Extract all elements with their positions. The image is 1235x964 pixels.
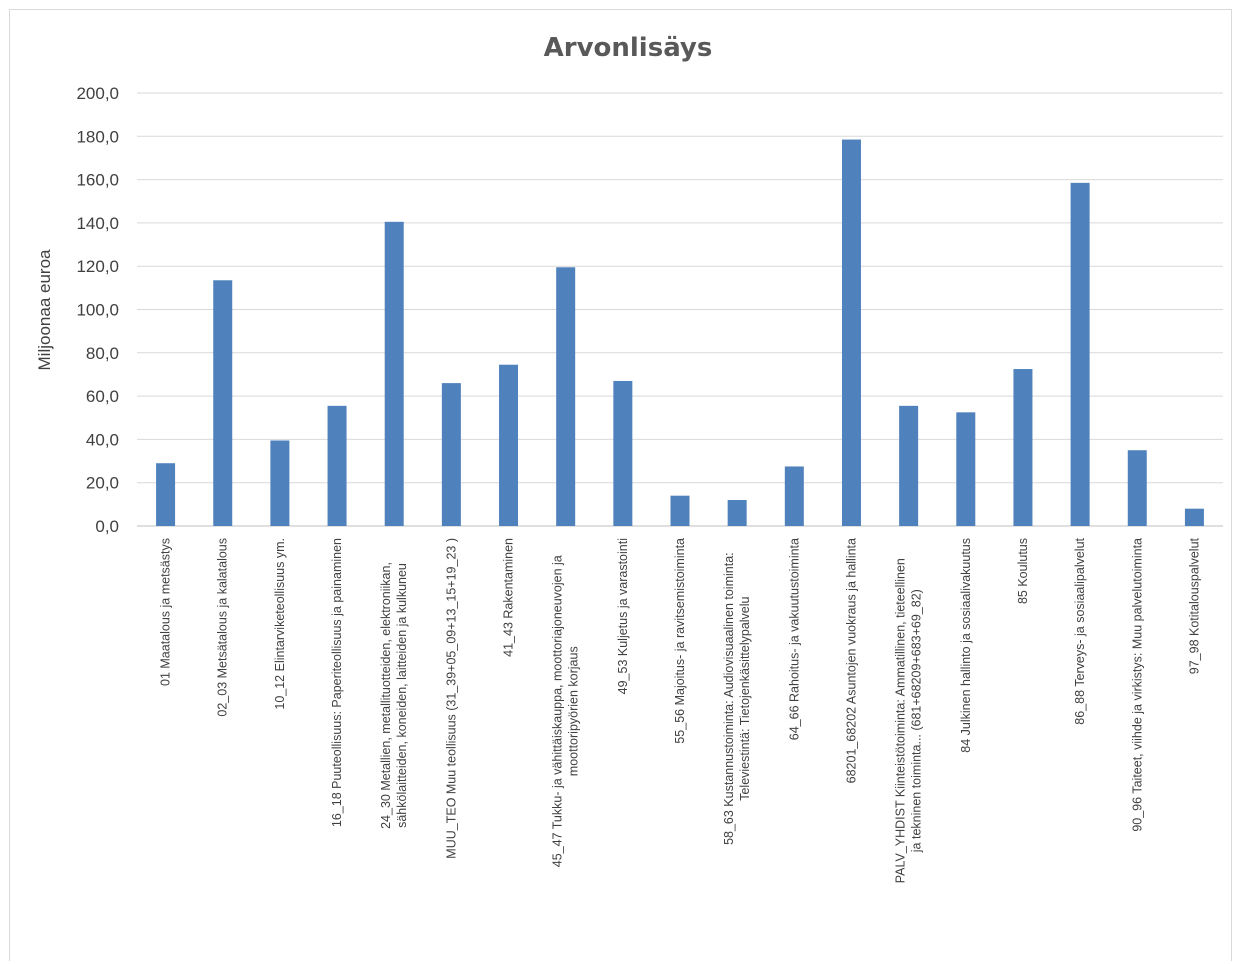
y-tick-label: 120,0 — [76, 257, 119, 276]
y-tick-label: 40,0 — [86, 430, 119, 449]
y-tick-label: 140,0 — [76, 214, 119, 233]
bar — [1127, 450, 1147, 526]
y-tick-label: 60,0 — [86, 387, 119, 406]
x-tick-label: 97_98 Kotitalouspalvelut — [1187, 537, 1201, 674]
y-tick-label: 160,0 — [76, 171, 119, 190]
x-tick-label-line: Televiestintä: Tietojenkäsittelypalvelu — [738, 596, 752, 800]
x-tick-label: 68201_68202 Asuntojen vuokraus ja hallin… — [844, 538, 858, 783]
x-tick-label-line: 84 Julkinen hallinto ja sosiaalivakuutus — [959, 538, 973, 753]
x-tick-label-line: 45_47 Tukku- ja vähittäiskauppa, moottor… — [551, 555, 565, 867]
x-tick-label-line: 41_43 Rakentaminen — [502, 538, 516, 657]
x-tick-label-line: 55_56 Majoitus- ja ravitsemistoiminta — [673, 538, 687, 744]
x-tick-label: 55_56 Majoitus- ja ravitsemistoiminta — [673, 538, 687, 744]
x-tick-label: 58_63 Kustannustoiminta: Audiovisuaaline… — [722, 552, 752, 845]
x-tick-label-line: 85 Koulutus — [1016, 538, 1030, 604]
x-tick-label: 84 Julkinen hallinto ja sosiaalivakuutus — [959, 538, 973, 753]
x-tick-label-line: moottoripyörien korjaus — [567, 646, 581, 776]
bar — [556, 267, 576, 526]
x-tick-label-line: sähkölaitteiden, koneiden, laitteiden ja… — [395, 563, 409, 828]
x-tick-label-line: 02_03 Metsätalous ja kalatalous — [216, 538, 230, 717]
x-tick-label: 85 Koulutus — [1016, 538, 1030, 604]
bar — [1013, 369, 1033, 526]
bar — [156, 463, 176, 526]
x-tick-label-line: 16_18 Puuteollisuus: Paperiteollisuus ja… — [330, 538, 344, 827]
bar — [441, 383, 461, 526]
x-tick-label: 02_03 Metsätalous ja kalatalous — [216, 538, 230, 717]
x-tick-label: 10_12 Elintarviketeollisuus ym. — [273, 538, 287, 710]
bar — [956, 412, 976, 526]
x-tick-label-line: 01 Maatalous ja metsästys — [159, 538, 173, 686]
x-axis-ticks: 01 Maatalous ja metsästys 02_03 Metsätalo… — [159, 537, 1202, 883]
x-tick-label-line: 10_12 Elintarviketeollisuus ym. — [273, 538, 287, 710]
x-tick-label-line: ja tekninen toiminta... (681+68209+683+6… — [910, 589, 924, 853]
x-tick-label: 49_53 Kuljetus ja varastointi — [616, 538, 630, 694]
x-tick-label-line: 24_30 Metallien, metallituotteiden, elek… — [379, 562, 393, 829]
x-tick-label: MUU_TEO Muu teollisuus (31_39+05_09+13_1… — [444, 538, 458, 859]
x-tick-label: 86_88 Terveys- ja sosiaalipalvelut — [1073, 537, 1087, 724]
y-tick-label: 0,0 — [95, 517, 119, 536]
x-tick-label: 90_96 Taiteet, viihde ja virkistys: Muu … — [1130, 538, 1144, 832]
x-tick-label: 24_30 Metallien, metallituotteiden, elek… — [379, 562, 409, 829]
bar — [1070, 182, 1090, 526]
bar — [727, 500, 747, 526]
x-tick-label-line: 58_63 Kustannustoiminta: Audiovisuaaline… — [722, 552, 736, 845]
y-tick-label: 20,0 — [86, 474, 119, 493]
bar — [1184, 508, 1204, 526]
bar — [670, 495, 690, 526]
x-tick-label: 41_43 Rakentaminen — [502, 538, 516, 657]
x-tick-label-line: 49_53 Kuljetus ja varastointi — [616, 538, 630, 694]
bar — [327, 405, 347, 526]
y-tick-label: 180,0 — [76, 127, 119, 146]
chart-title: Arvonlisäys — [544, 33, 713, 63]
x-tick-label-line: 68201_68202 Asuntojen vuokraus ja hallin… — [844, 538, 858, 783]
gridlines — [137, 92, 1223, 527]
x-tick-label: 45_47 Tukku- ja vähittäiskauppa, moottor… — [551, 555, 581, 867]
x-tick-label-line: 97_98 Kotitalouspalvelut — [1187, 537, 1201, 674]
bar — [784, 466, 804, 526]
bars — [156, 139, 1204, 527]
x-tick-label: PALV_YHDIST Kiinteistötoiminta: Ammatill… — [894, 558, 924, 883]
x-tick-label: 16_18 Puuteollisuus: Paperiteollisuus ja… — [330, 538, 344, 827]
x-tick-label-line: PALV_YHDIST Kiinteistötoiminta: Ammatill… — [894, 558, 908, 883]
bar — [841, 139, 861, 527]
bar — [213, 280, 233, 526]
x-tick-label-line: MUU_TEO Muu teollisuus (31_39+05_09+13_1… — [444, 538, 458, 859]
bar — [499, 364, 519, 526]
x-tick-label-line: 90_96 Taiteet, viihde ja virkistys: Muu … — [1130, 538, 1144, 832]
x-tick-label-line: 64_66 Rahoitus- ja vakuutustoiminta — [787, 538, 801, 740]
x-tick-label: 64_66 Rahoitus- ja vakuutustoiminta — [787, 538, 801, 740]
y-tick-label: 100,0 — [76, 301, 119, 320]
x-tick-label: 01 Maatalous ja metsästys — [159, 538, 173, 686]
y-tick-label: 80,0 — [86, 344, 119, 363]
y-axis-label: Miljoonaa euroa — [35, 249, 54, 371]
bar — [899, 405, 919, 526]
bar — [270, 440, 290, 526]
bar — [384, 221, 404, 526]
x-tick-label-line: 86_88 Terveys- ja sosiaalipalvelut — [1073, 537, 1087, 724]
y-tick-label: 200,0 — [76, 84, 119, 103]
bar — [613, 380, 633, 526]
y-axis-ticks: 0,0 20,0 40,0 60,0 80,0 100,0 120,0 140,0 160,0 1… — [76, 84, 119, 536]
